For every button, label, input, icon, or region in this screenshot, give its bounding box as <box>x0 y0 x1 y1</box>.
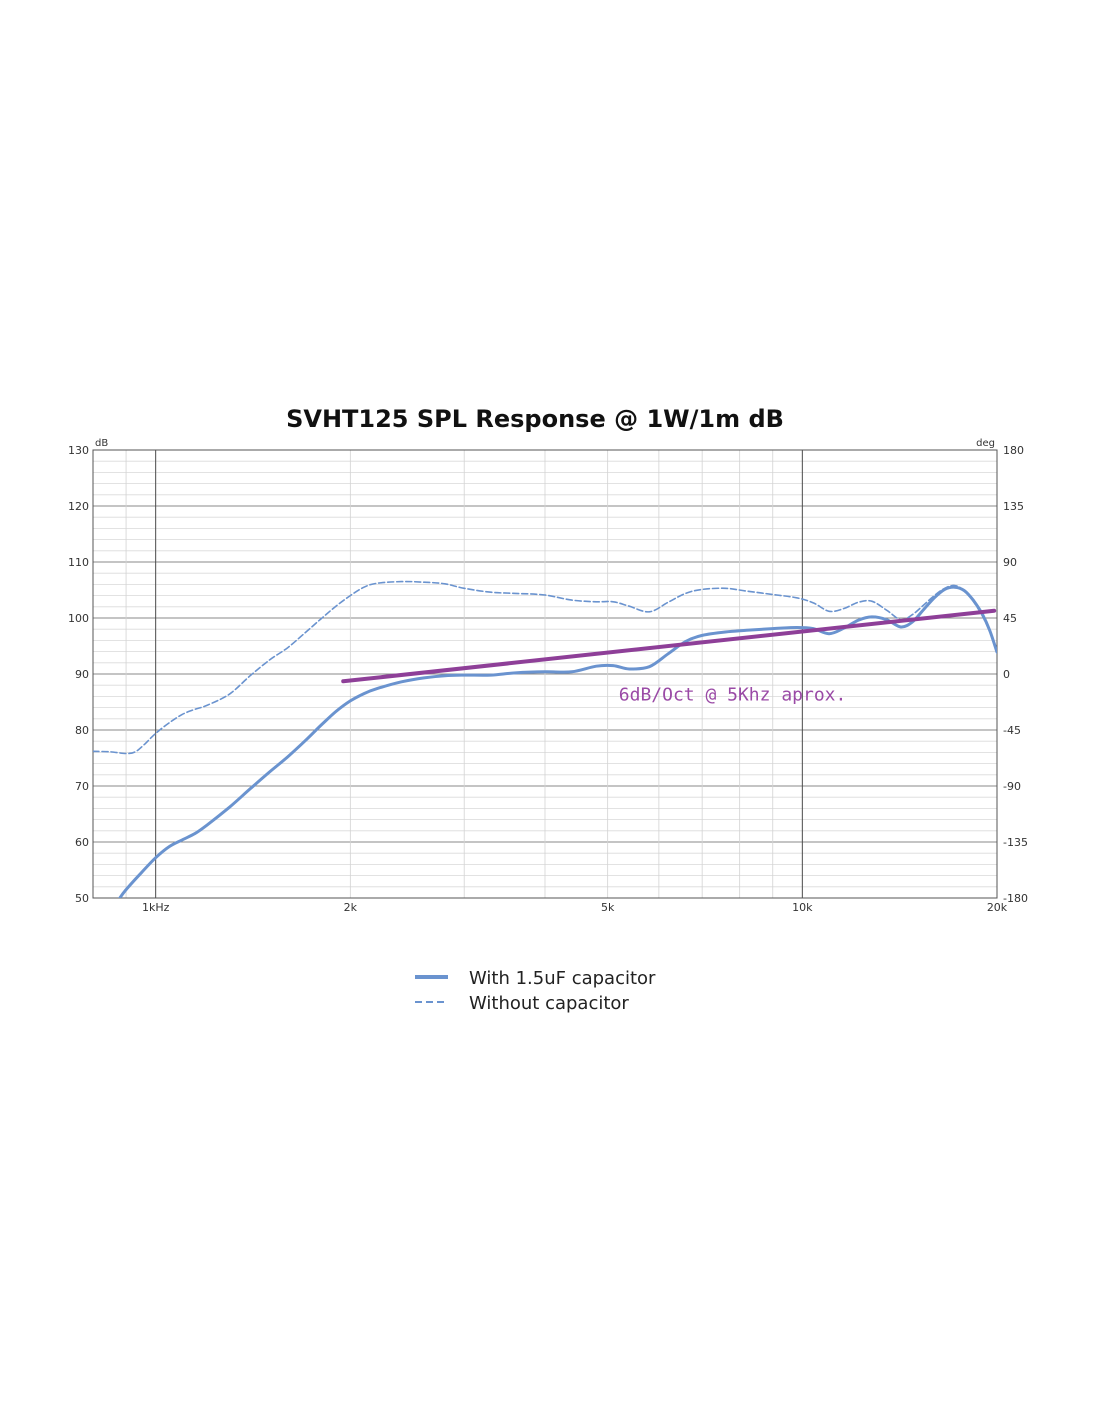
x-tick-label: 20k <box>987 901 1008 914</box>
series-line-without-capacitor <box>93 580 997 755</box>
y2-tick-label: -135 <box>1003 836 1028 849</box>
series-layer <box>93 580 997 898</box>
plot-frame <box>92 449 998 899</box>
y-unit-label: dB <box>95 438 108 449</box>
y2-tick-label: 0 <box>1003 668 1010 681</box>
y-tick-label: 110 <box>68 556 89 569</box>
plot-grid <box>92 449 998 899</box>
x-tick-label: 2k <box>344 901 358 914</box>
legend-label: Without capacitor <box>469 993 629 1014</box>
chart-title: SVHT125 SPL Response @ 1W/1m dB <box>286 405 784 433</box>
legend: With 1.5uF capacitor Without capacitor <box>415 968 656 1014</box>
trend-line-6db-oct <box>341 608 997 684</box>
y2-tick-label: -45 <box>1003 724 1021 737</box>
y-tick-label: 130 <box>68 444 89 457</box>
y2-unit-label: deg <box>976 438 995 449</box>
y2-tick-label: -90 <box>1003 780 1021 793</box>
trend-annotation: 6dB/Oct @ 5Khz aprox. <box>619 684 847 705</box>
legend-label: With 1.5uF capacitor <box>469 968 656 989</box>
x-tick-label: 1kHz <box>142 901 170 914</box>
y-tick-label: 100 <box>68 612 89 625</box>
y-tick-label: 70 <box>75 780 89 793</box>
y-tick-label: 80 <box>75 724 89 737</box>
y2-tick-label: 180 <box>1003 444 1024 457</box>
y-tick-label: 60 <box>75 836 89 849</box>
y-tick-label: 50 <box>75 892 89 905</box>
y2-tick-label: 45 <box>1003 612 1017 625</box>
plot-axes: 50 60 70 80 90 100 110 120 130 180 135 90 45 0 -45 -90 -… <box>68 438 1028 914</box>
y-tick-label: 90 <box>75 668 89 681</box>
y2-tick-label: 135 <box>1003 500 1024 513</box>
y2-tick-label: -180 <box>1003 892 1028 905</box>
y2-tick-label: 90 <box>1003 556 1017 569</box>
x-tick-label: 10k <box>792 901 813 914</box>
y-tick-label: 120 <box>68 500 89 513</box>
x-tick-label: 5k <box>601 901 615 914</box>
